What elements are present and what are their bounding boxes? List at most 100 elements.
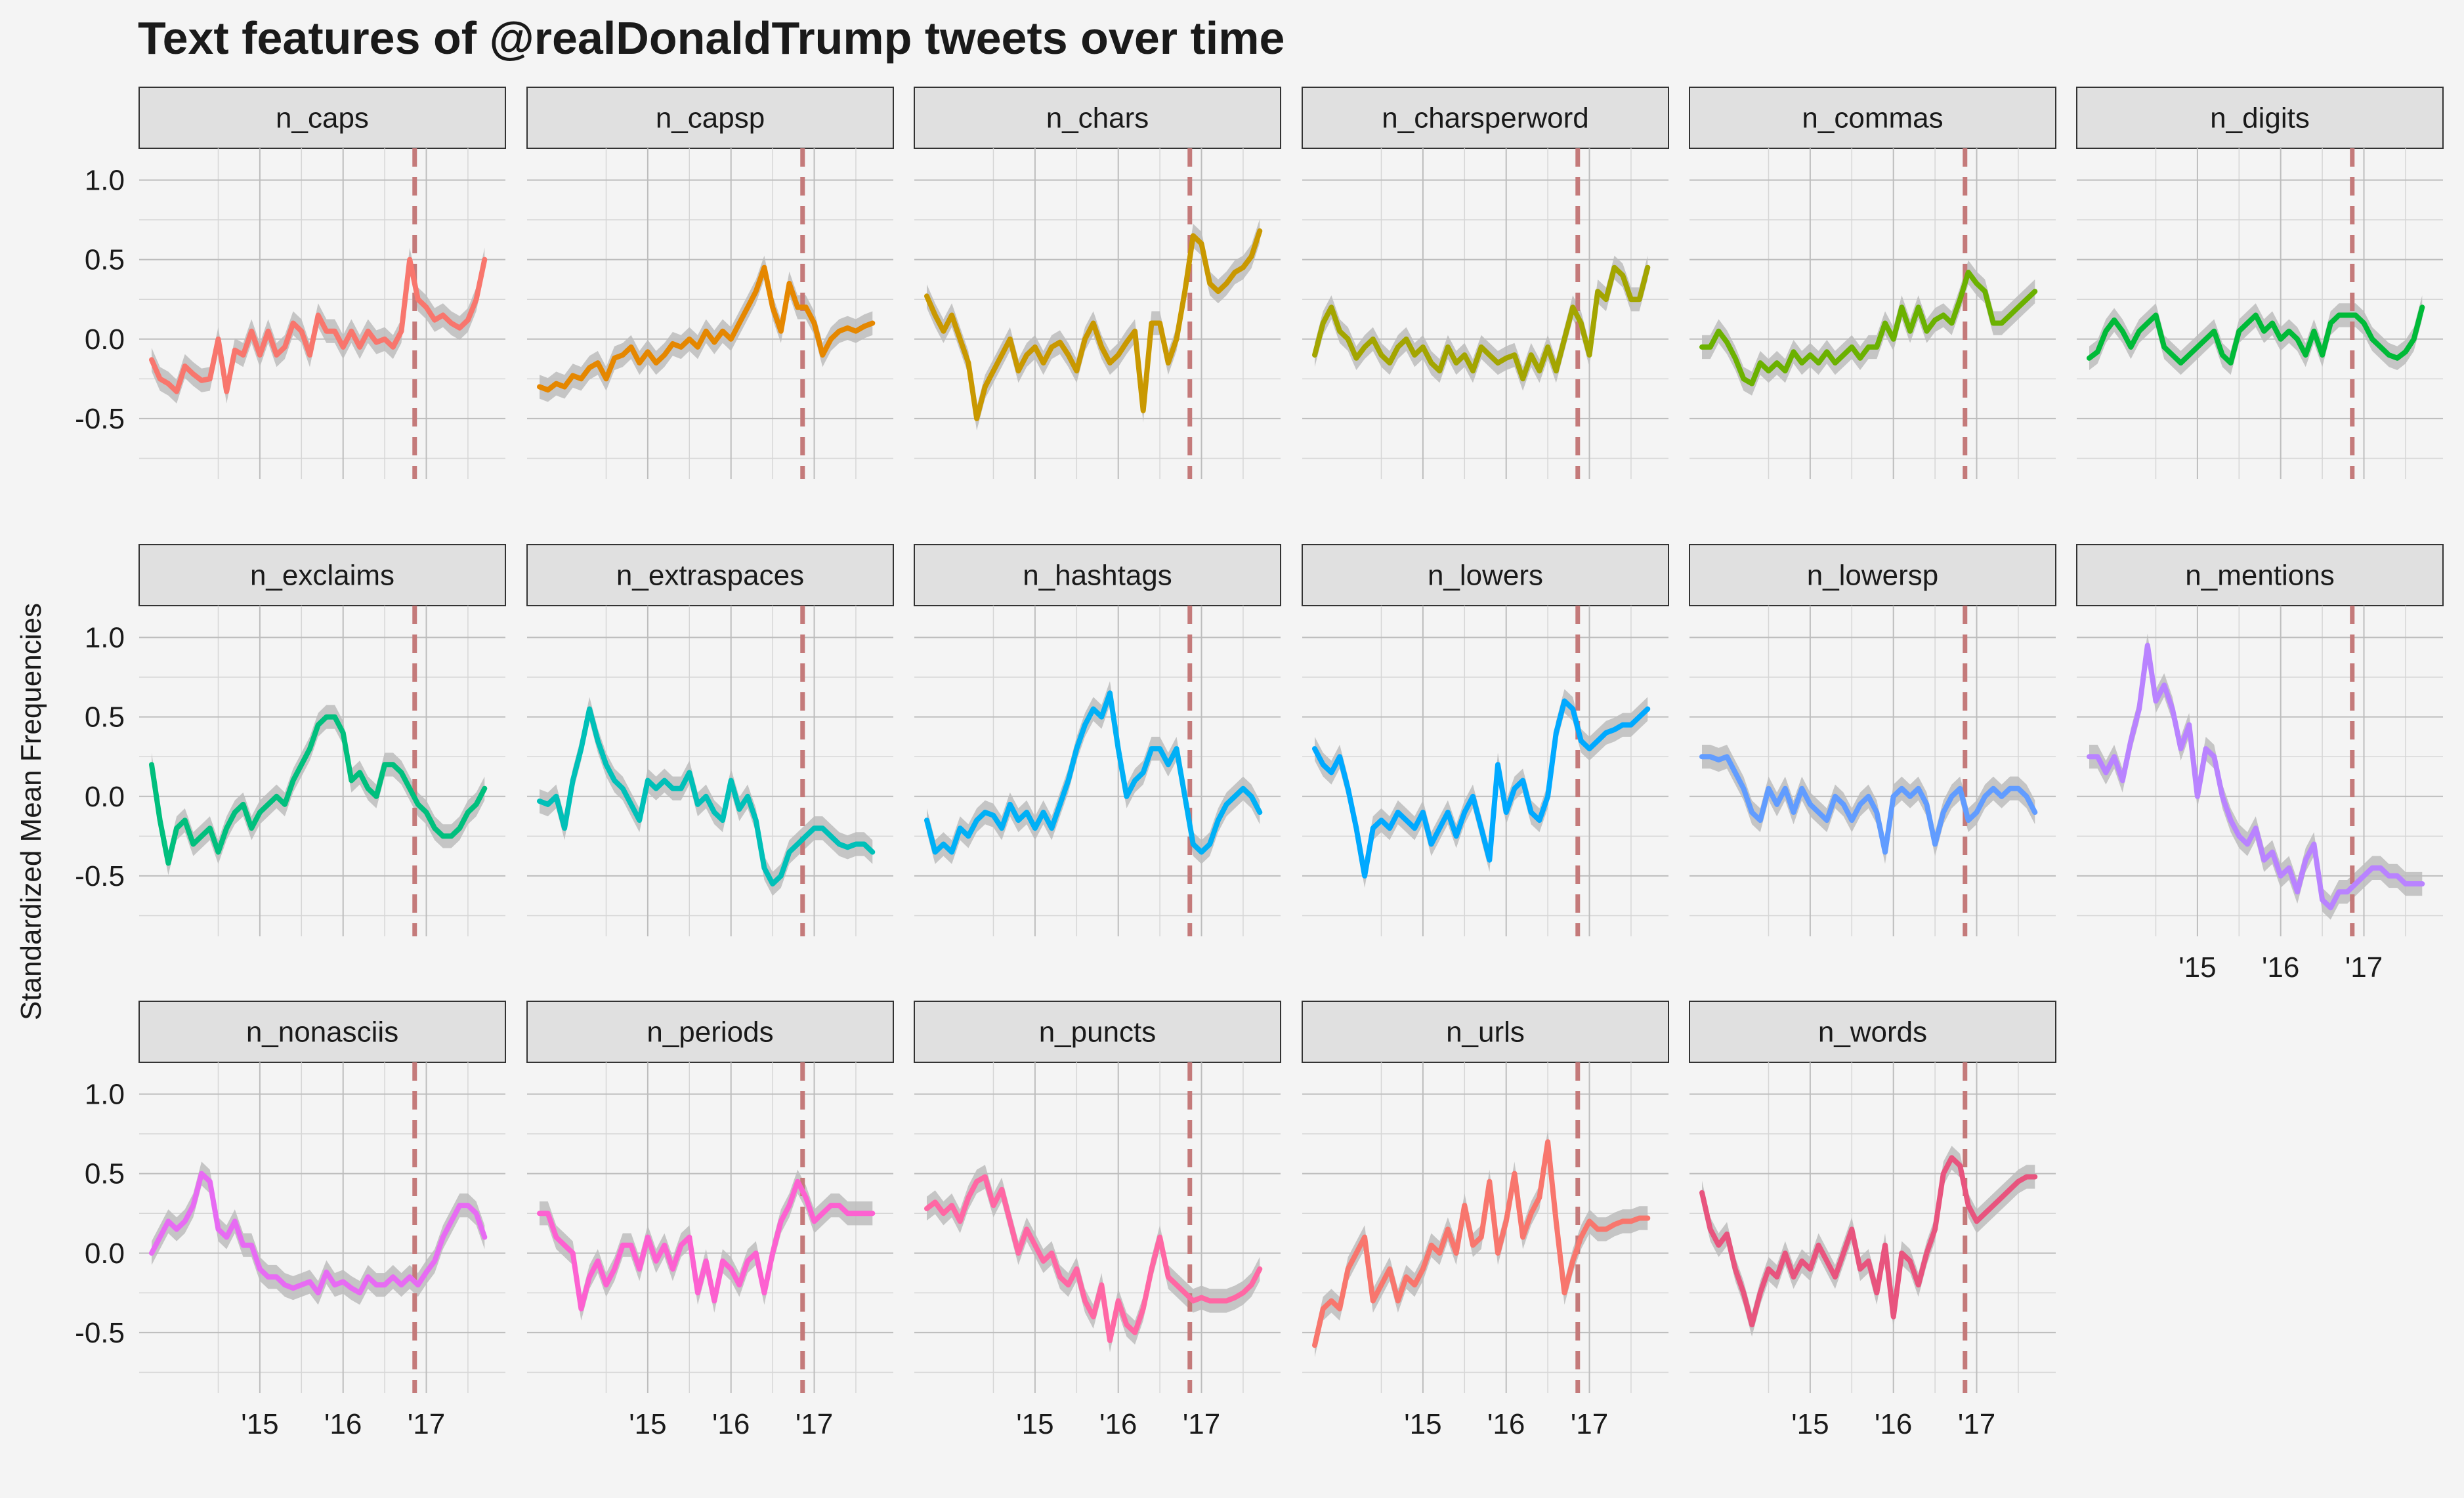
- facet-strip-label: n_caps: [276, 102, 369, 135]
- y-tick-label: -0.5: [75, 1317, 125, 1349]
- x-tick-label: '15: [1404, 1408, 1441, 1440]
- facet-strip: [914, 544, 1281, 606]
- x-tick-label: '16: [2262, 951, 2299, 984]
- facet-strip: [138, 87, 506, 149]
- series-line: [537, 706, 876, 886]
- facet-strip: [1302, 544, 1669, 606]
- facet-strip: [1302, 1001, 1669, 1063]
- y-tick-label: -0.5: [75, 403, 125, 435]
- facet-strip: [1689, 1001, 2056, 1063]
- facet-panel: n_exclaims 1.0 0.5 0.0 -0.5: [75, 544, 506, 936]
- facet-panel: n_mentions '15 '16 '17: [2076, 544, 2444, 984]
- series-line: [1699, 1155, 2038, 1327]
- facet-panel: n_puncts '15 '16 '17: [914, 1001, 1281, 1440]
- x-tick-label: '15: [2178, 951, 2216, 984]
- facet-strip-label: n_hashtags: [1023, 560, 1172, 592]
- series-line: [537, 264, 876, 393]
- x-tick-label: '16: [712, 1408, 750, 1440]
- y-tick-label: 0.5: [85, 1158, 125, 1190]
- facet-panel: n_digits: [2076, 87, 2444, 479]
- y-tick-label: -0.5: [75, 860, 125, 892]
- facet-strip-label: n_digits: [2210, 102, 2310, 135]
- y-tick-label: 0.5: [85, 244, 125, 276]
- series-line: [924, 228, 1263, 421]
- x-tick-label: '17: [2345, 951, 2383, 984]
- series-line: [149, 1171, 488, 1296]
- y-tick-label: 1.0: [85, 1078, 125, 1110]
- facet-strip-label: n_mentions: [2185, 560, 2334, 592]
- facet-strip-label: n_periods: [647, 1016, 773, 1049]
- facet-strip: [2076, 87, 2444, 149]
- x-tick-label: '17: [408, 1408, 445, 1440]
- facet-strip-label: n_charsperword: [1382, 102, 1589, 135]
- facet-strip: [138, 1001, 506, 1063]
- facet-panel: n_lowers: [1302, 544, 1669, 936]
- facet-strip: [1689, 87, 2056, 149]
- x-tick-label: '15: [1791, 1408, 1829, 1440]
- x-tick-label: '17: [1958, 1408, 1995, 1440]
- facet-strip-label: n_commas: [1802, 102, 1943, 135]
- facet-panel: n_urls '15 '16 '17: [1302, 1001, 1669, 1440]
- x-tick-label: '15: [241, 1408, 278, 1440]
- confidence-band: [1702, 745, 2035, 864]
- x-tick-label: '15: [629, 1408, 666, 1440]
- facet-panels: n_caps 1.0 0.5 0.0 -0.5 n_capsp n_chars n_chars…: [75, 87, 2444, 1440]
- facet-strip-label: n_words: [1818, 1016, 1927, 1049]
- facet-panel: n_hashtags: [914, 544, 1281, 936]
- series-line: [149, 714, 488, 866]
- facet-panel: n_words '15 '16 '17: [1689, 1001, 2056, 1440]
- y-tick-label: 0.0: [85, 781, 125, 813]
- facet-strip: [1689, 544, 2056, 606]
- y-tick-label: 1.0: [85, 621, 125, 654]
- x-tick-label: '17: [1571, 1408, 1608, 1440]
- y-axis-label: Standardized Mean Frequencies: [15, 603, 47, 1020]
- y-tick-label: 0.0: [85, 323, 125, 356]
- facet-strip-label: n_exclaims: [250, 560, 394, 592]
- facet-strip: [138, 544, 506, 606]
- facet-strip-label: n_puncts: [1039, 1016, 1157, 1049]
- series-line: [1312, 698, 1651, 879]
- confidence-band: [1315, 255, 1648, 391]
- facet-panel: n_lowersp: [1689, 544, 2056, 936]
- series-line: [924, 1174, 1263, 1343]
- facet-panel: n_charsperword: [1302, 87, 1669, 479]
- y-tick-label: 0.5: [85, 701, 125, 734]
- y-tick-label: 1.0: [85, 164, 125, 196]
- series-line: [149, 257, 488, 394]
- confidence-band: [1702, 260, 2035, 396]
- facet-strip-label: n_lowers: [1428, 560, 1543, 592]
- facet-strip-label: n_urls: [1446, 1016, 1525, 1049]
- series-line: [2087, 642, 2425, 911]
- series-line: [924, 690, 1263, 855]
- facet-strip: [2076, 544, 2444, 606]
- chart-title: Text features of @realDonaldTrump tweets…: [138, 12, 1285, 64]
- series-line: [2087, 304, 2425, 366]
- facet-panel: n_capsp: [526, 87, 894, 479]
- series-line: [1312, 1139, 1651, 1348]
- x-tick-label: '16: [324, 1408, 362, 1440]
- facet-panel: n_caps 1.0 0.5 0.0 -0.5: [75, 87, 506, 479]
- facet-strip-label: n_chars: [1046, 102, 1149, 135]
- x-tick-label: '15: [1016, 1408, 1053, 1440]
- x-tick-label: '16: [1875, 1408, 1912, 1440]
- series-line: [1312, 264, 1651, 382]
- facet-strip-label: n_extraspaces: [616, 560, 804, 592]
- facet-strip: [526, 1001, 894, 1063]
- y-tick-label: 0.0: [85, 1238, 125, 1270]
- facet-panel: n_commas: [1689, 87, 2056, 479]
- facet-strip: [526, 544, 894, 606]
- facet-panel: n_periods '15 '16 '17: [526, 1001, 894, 1440]
- facet-strip-label: n_capsp: [656, 102, 765, 135]
- facet-strip: [914, 87, 1281, 149]
- facet-strip: [526, 87, 894, 149]
- facet-panel: n_chars: [914, 87, 1281, 479]
- facet-panel: n_extraspaces: [526, 544, 894, 936]
- x-tick-label: '17: [1183, 1408, 1220, 1440]
- x-tick-label: '16: [1099, 1408, 1137, 1440]
- facet-strip: [914, 1001, 1281, 1063]
- series-line: [537, 1178, 876, 1312]
- facet-strip: [1302, 87, 1669, 149]
- confidence-band: [152, 1161, 485, 1305]
